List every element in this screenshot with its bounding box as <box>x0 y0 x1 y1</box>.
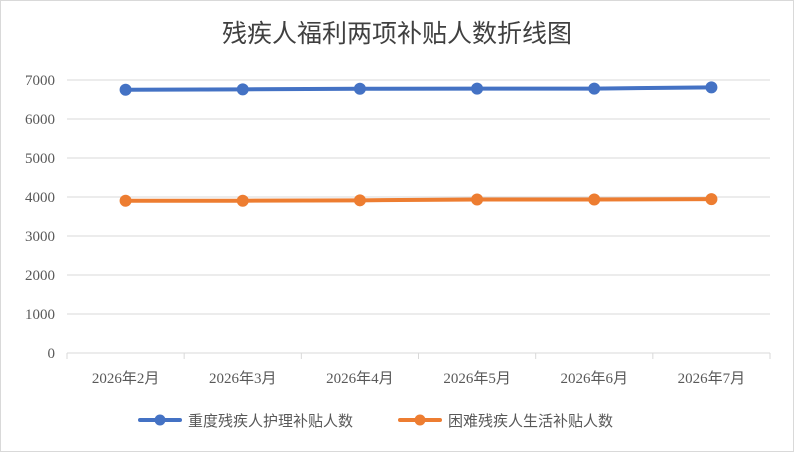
x-tick-label: 2026年3月 <box>209 370 277 387</box>
series-line-2 <box>123 197 714 203</box>
series-line-1 <box>123 85 714 92</box>
data-point-series-2 <box>588 193 601 206</box>
data-point-series-1 <box>353 82 366 95</box>
y-tick-label: 4000 <box>25 190 55 206</box>
series-layer <box>119 81 718 207</box>
legend-marker-2 <box>414 414 426 426</box>
gridlines <box>67 79 770 315</box>
chart-title: 残疾人福利两项补贴人数折线图 <box>222 19 572 48</box>
y-tick-label: 6000 <box>25 112 55 128</box>
y-tick-label: 0 <box>48 346 56 362</box>
data-point-series-2 <box>471 193 484 206</box>
data-point-series-1 <box>705 81 718 94</box>
x-tick-label: 2026年7月 <box>678 370 746 387</box>
data-point-series-2 <box>236 194 249 207</box>
x-tick-label: 2026年2月 <box>92 370 160 387</box>
x-tick-label: 2026年6月 <box>560 370 628 387</box>
data-point-series-2 <box>353 194 366 207</box>
y-axis-ticks: 0 1000 2000 3000 4000 5000 6000 7000 <box>25 73 55 362</box>
data-point-series-1 <box>119 83 132 96</box>
y-tick-label: 3000 <box>25 229 55 245</box>
data-point-series-2 <box>119 194 132 207</box>
x-tick-label: 2026年4月 <box>326 370 394 387</box>
legend: 重度残疾人护理补贴人数 困难残疾人生活补贴人数 <box>138 412 613 430</box>
y-tick-label: 5000 <box>25 151 55 167</box>
y-tick-label: 1000 <box>25 307 55 323</box>
x-tick-label: 2026年5月 <box>443 370 511 387</box>
y-tick-label: 2000 <box>25 268 55 284</box>
legend-marker-1 <box>154 414 166 426</box>
data-point-series-2 <box>705 193 718 206</box>
legend-label-1: 重度残疾人护理补贴人数 <box>188 412 353 430</box>
data-point-series-1 <box>588 82 601 95</box>
data-point-series-1 <box>471 82 484 95</box>
data-point-series-1 <box>236 83 249 96</box>
y-tick-label: 7000 <box>25 73 55 89</box>
legend-label-2: 困难残疾人生活补贴人数 <box>448 412 613 430</box>
x-axis: 2026年2月 2026年3月 2026年4月 2026年5月 2026年6月 2026年… <box>66 352 771 387</box>
